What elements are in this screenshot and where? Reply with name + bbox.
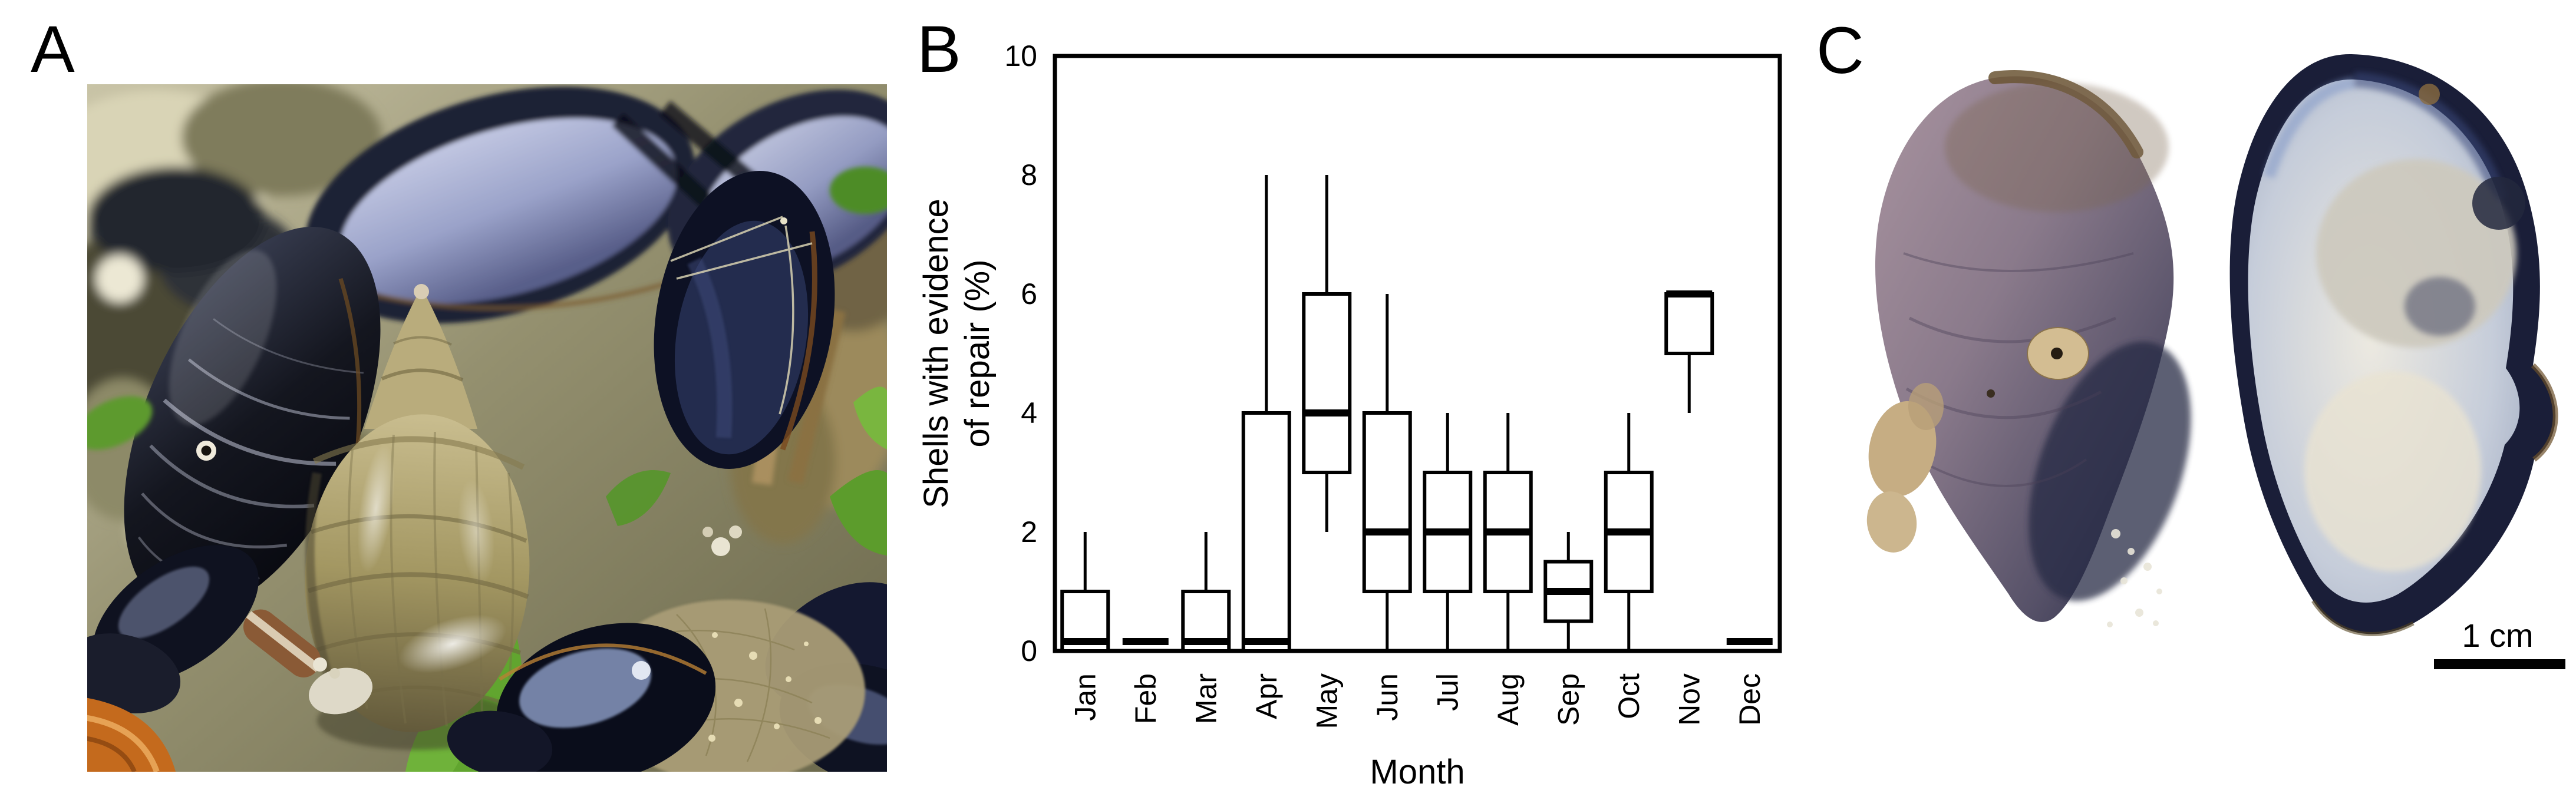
panel-b-label: B — [917, 12, 961, 86]
x-tick-label: Aug — [1492, 673, 1525, 726]
y-tick-label: 10 — [1004, 39, 1037, 72]
y-tick-label: 6 — [1021, 277, 1037, 310]
x-tick-label: Sep — [1552, 673, 1585, 726]
scale-bar — [2434, 659, 2565, 669]
x-tick-label: Jan — [1068, 673, 1101, 721]
x-tick-label: Dec — [1733, 673, 1766, 726]
y-tick-label: 0 — [1021, 634, 1037, 667]
x-tick-label: Apr — [1250, 673, 1283, 719]
box — [1362, 411, 1412, 593]
right-mussel-shell — [654, 171, 835, 469]
x-tick-label: Nov — [1673, 673, 1706, 726]
byssal-threads — [670, 216, 813, 415]
drill-hole — [196, 441, 216, 461]
panel-a-label: A — [31, 12, 75, 86]
drill-hole-patch — [2027, 327, 2089, 380]
shell-debris — [243, 609, 373, 715]
box — [1664, 292, 1714, 355]
small-mussels-lower-left — [87, 545, 259, 713]
bottom-center-mussel — [447, 623, 716, 772]
y-tick-label: 8 — [1021, 158, 1037, 191]
scale-bar-label: 1 cm — [2462, 617, 2533, 654]
plot-area: 0 2 4 6 8 10 Jan Feb Mar Apr May Jun Jul Aug Sep Oct Nov… — [1004, 39, 1782, 729]
y-tick-label: 2 — [1021, 515, 1037, 548]
barnacle-scars — [2107, 529, 2162, 627]
dog-whelk-shell — [305, 284, 530, 750]
x-tick-label: Feb — [1129, 673, 1162, 724]
x-tick-label: Mar — [1189, 673, 1222, 724]
shell-valves-photo: 1 cm — [1866, 54, 2565, 669]
box — [1241, 411, 1291, 653]
x-tick-label: Jul — [1431, 673, 1464, 711]
plot-frame — [1053, 54, 1782, 653]
orange-snail-shell — [87, 697, 176, 772]
panel-c-label: C — [1816, 14, 1864, 87]
x-axis-title: Month — [1370, 753, 1465, 791]
y-axis-title-line1: Shells with evidence — [919, 199, 955, 508]
y-axis-title-line2: of repair (%) — [958, 259, 997, 447]
x-tick-label: May — [1310, 673, 1343, 729]
y-tick-label: 4 — [1021, 396, 1037, 429]
whelk-spire-tip — [414, 284, 429, 299]
box — [1302, 292, 1352, 474]
shell-exterior-valve — [1866, 70, 2191, 627]
mussel-bed-photo — [87, 84, 887, 772]
shell-growth-rings — [1903, 252, 2134, 487]
shell-interior-valve — [2229, 54, 2558, 636]
x-tick-label: Oct — [1612, 673, 1645, 719]
x-tick-label: Jun — [1371, 673, 1404, 721]
boxplot-svg: 0 2 4 6 8 10 Jan Feb Mar Apr May Jun Jul Aug Sep Oct Nov… — [919, 39, 1782, 791]
